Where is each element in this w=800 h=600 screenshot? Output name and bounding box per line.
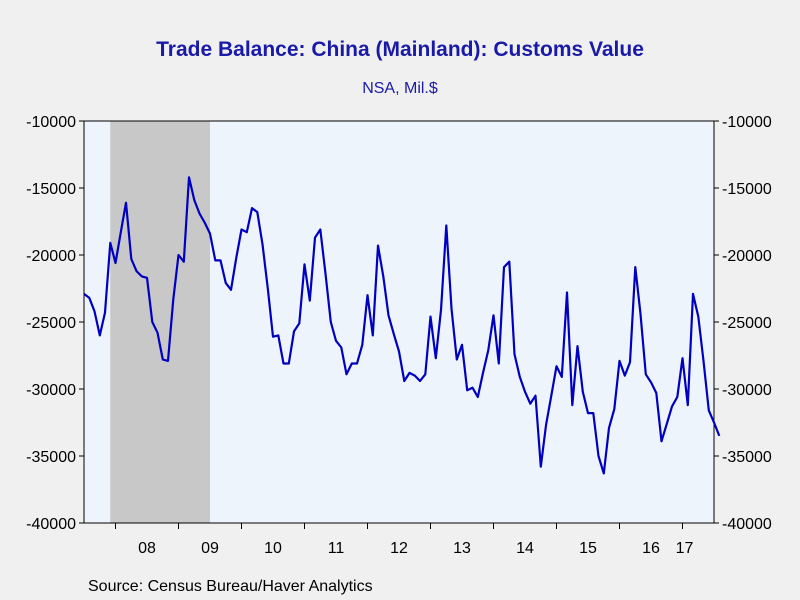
x-tick-label: 16 (642, 540, 660, 557)
y-tick-label-left: -15000 (26, 181, 76, 198)
recession-shading (110, 121, 210, 523)
y-tick-label-right: -20000 (722, 248, 772, 265)
y-tick-label-left: -40000 (26, 516, 76, 533)
y-tick-label-right: -30000 (722, 382, 772, 399)
x-tick-label: 09 (201, 540, 219, 557)
y-tick-label-right: -40000 (722, 516, 772, 533)
y-tick-label-left: -35000 (26, 449, 76, 466)
y-tick-label-left: -10000 (26, 114, 76, 131)
y-tick-label-right: -35000 (722, 449, 772, 466)
x-tick-label: 17 (676, 540, 694, 557)
y-tick-label-right: -25000 (722, 315, 772, 332)
x-tick-label: 08 (138, 540, 156, 557)
chart-title: Trade Balance: China (Mainland): Customs… (156, 38, 644, 61)
x-tick-label: 10 (264, 540, 282, 557)
y-tick-label-left: -30000 (26, 382, 76, 399)
y-tick-label-right: -10000 (722, 114, 772, 131)
x-tick-label: 12 (390, 540, 408, 557)
y-tick-label-right: -15000 (722, 181, 772, 198)
chart-subtitle: NSA, Mil.$ (362, 80, 438, 97)
y-tick-label-left: -25000 (26, 315, 76, 332)
source-note: Source: Census Bureau/Haver Analytics (88, 578, 373, 595)
x-tick-label: 14 (516, 540, 534, 557)
y-tick-label-left: -20000 (26, 248, 76, 265)
x-tick-label: 13 (453, 540, 471, 557)
x-tick-label: 15 (579, 540, 597, 557)
x-tick-label: 11 (328, 540, 345, 557)
series-line (83, 176, 721, 475)
